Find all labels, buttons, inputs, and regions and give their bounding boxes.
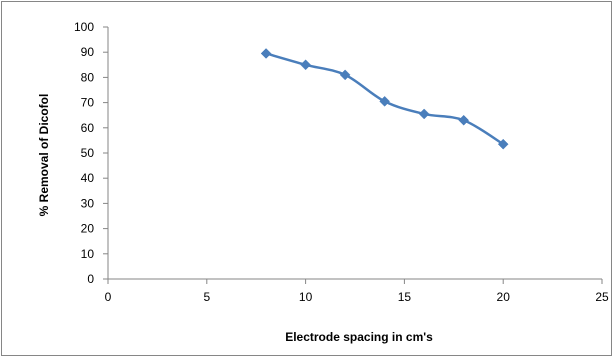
series-layer — [260, 48, 509, 150]
y-tick-label: 100 — [74, 20, 94, 34]
x-tick-label: 0 — [105, 290, 112, 304]
data-point-marker — [379, 95, 390, 107]
data-point-marker — [497, 138, 509, 150]
data-point-marker — [418, 108, 430, 120]
y-tick-label: 70 — [81, 96, 95, 110]
x-tick-label: 20 — [497, 290, 511, 304]
y-tick-label: 50 — [81, 146, 95, 160]
y-tick-label: 40 — [81, 171, 95, 185]
y-tick-label: 10 — [81, 247, 95, 261]
data-point-marker — [300, 59, 311, 71]
x-tick-label: 10 — [299, 290, 313, 304]
axes: 0 10 20 30 40 50 60 70 80 90 100 0 5 10 15 20 25 — [74, 20, 609, 304]
y-tick-label: 80 — [81, 70, 95, 84]
x-tick-label: 25 — [595, 290, 609, 304]
y-tick-label: 30 — [81, 196, 95, 210]
data-point-marker — [458, 114, 470, 126]
data-point-marker — [260, 48, 272, 59]
y-axis-title: % Removal of Dicofol — [37, 94, 51, 217]
y-tick-label: 60 — [81, 121, 95, 135]
y-tick-label: 90 — [81, 45, 95, 59]
x-tick-label: 15 — [398, 290, 412, 304]
x-tick-label: 5 — [203, 290, 210, 304]
x-axis-title: Electrode spacing in cm's — [285, 330, 433, 344]
y-tick-label: 20 — [81, 222, 95, 236]
y-tick-label: 0 — [87, 272, 94, 286]
data-point-marker — [339, 69, 351, 81]
